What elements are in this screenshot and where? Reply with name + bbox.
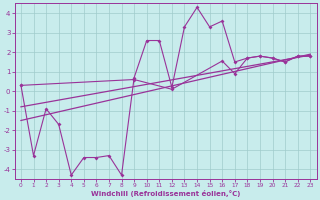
X-axis label: Windchill (Refroidissement éolien,°C): Windchill (Refroidissement éolien,°C) [91, 190, 240, 197]
